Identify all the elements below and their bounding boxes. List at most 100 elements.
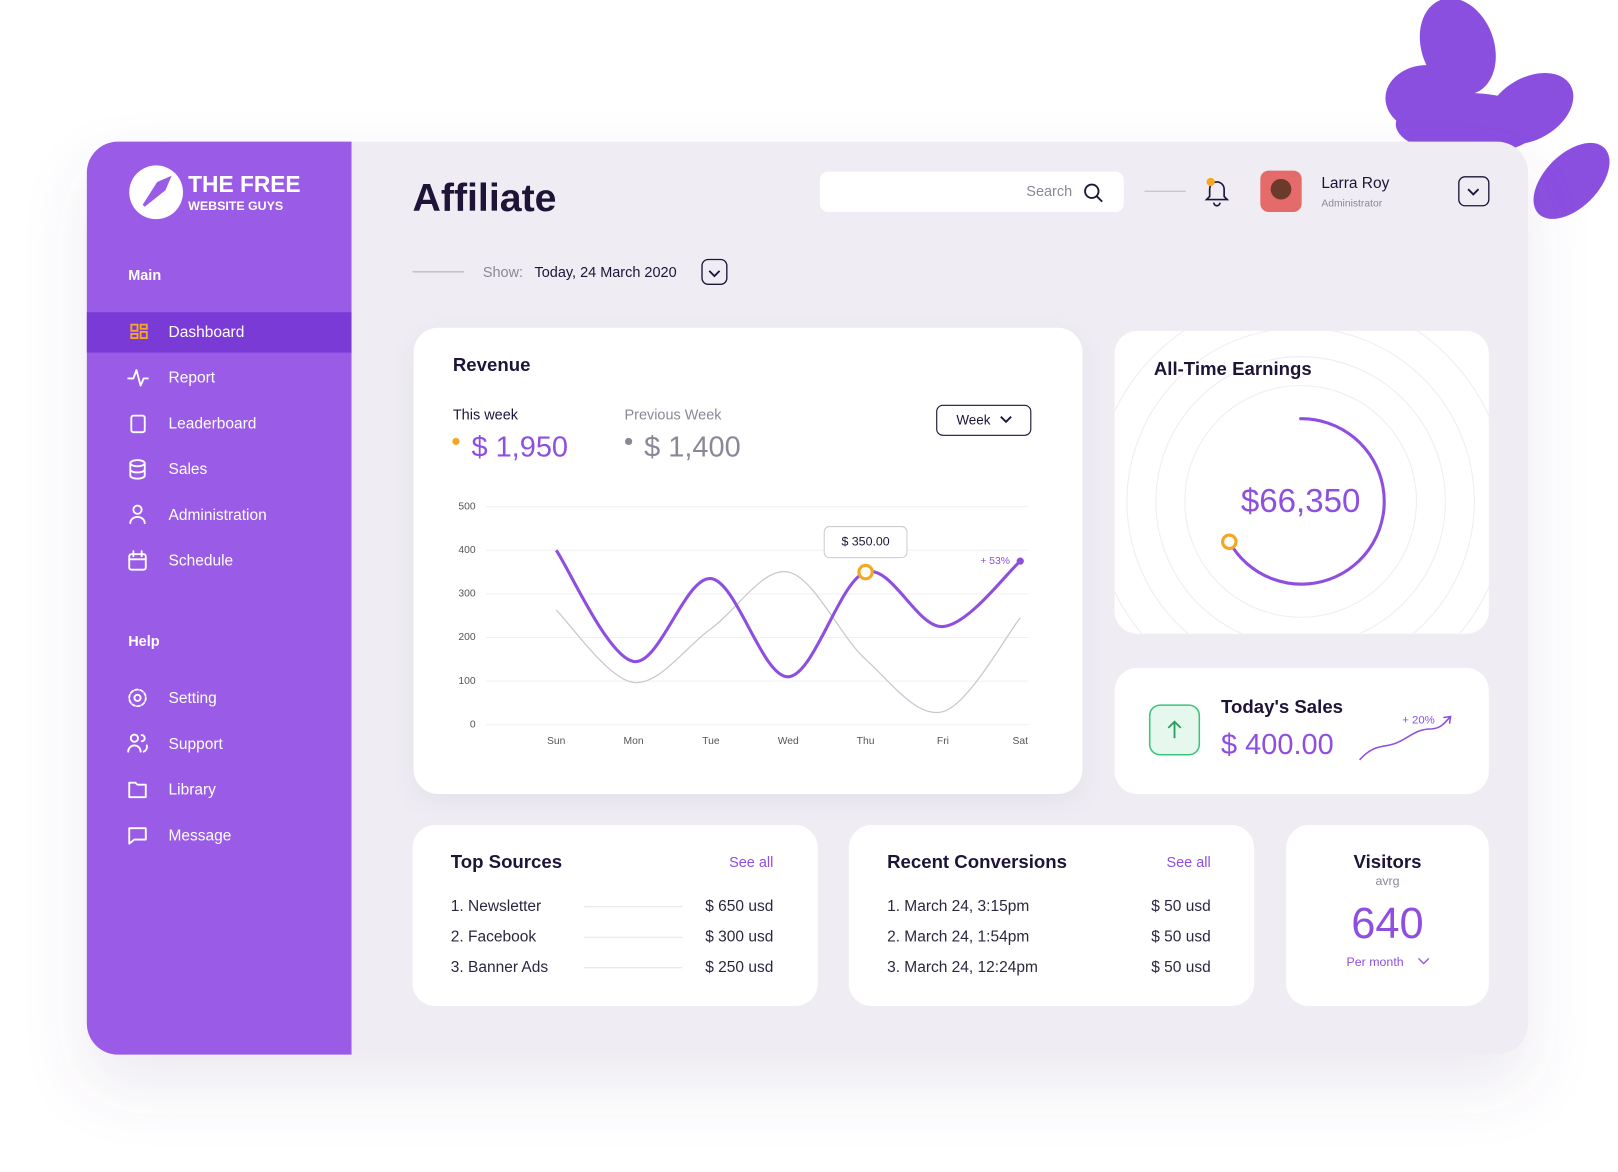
row-value: $ 50 usd: [1151, 898, 1210, 915]
progress-knob: [1221, 533, 1238, 551]
end-marker: [1016, 557, 1024, 565]
x-tick-label: Thu: [857, 736, 875, 747]
user-role: Administrator: [1321, 198, 1382, 209]
x-tick-label: Sun: [547, 736, 566, 747]
chevron: [708, 270, 721, 278]
search-icon: [1096, 195, 1103, 203]
visitors-value: 640: [1351, 900, 1423, 948]
card-title: Visitors: [1354, 851, 1422, 872]
row-label: 2. Facebook: [451, 928, 537, 945]
page-title: Affiliate: [413, 176, 557, 220]
user-name: Larra Roy: [1321, 175, 1389, 192]
row-label: 3. Banner Ads: [451, 959, 549, 976]
series-line: [555, 571, 1021, 714]
nav-heading: Help: [128, 634, 160, 650]
search-placeholder: Search: [1026, 184, 1072, 200]
period-dropdown[interactable]: [936, 404, 1032, 436]
x-tick-label: Sat: [1012, 736, 1028, 747]
legend-dot: [452, 437, 460, 446]
row-value: $ 50 usd: [1151, 959, 1210, 976]
y-tick-label: 400: [458, 545, 475, 556]
earnings-card: [1114, 330, 1489, 634]
row-value: $ 650 usd: [705, 898, 773, 915]
logo-rocket: [142, 175, 172, 207]
earnings-total: $66,350: [1241, 483, 1361, 520]
card-title: Recent Conversions: [887, 851, 1067, 872]
tooltip-label: $ 350.00: [841, 534, 889, 548]
nav-item[interactable]: Schedule: [169, 553, 234, 570]
revenue-card: [413, 327, 1083, 795]
nav-item[interactable]: Library: [169, 782, 217, 799]
see-all[interactable]: See all: [1166, 855, 1210, 871]
legend-label: Previous Week: [624, 407, 722, 423]
x-tick-label: Wed: [778, 736, 799, 747]
this-week-total: $ 1,950: [471, 431, 568, 463]
y-tick-label: 300: [458, 589, 475, 600]
nav-item[interactable]: Message: [169, 827, 232, 844]
card-title: Today's Sales: [1221, 696, 1343, 717]
row-value: $ 50 usd: [1151, 928, 1210, 945]
conversions-card: [848, 825, 1255, 1006]
user-menu[interactable]: [1458, 176, 1490, 207]
legend-dot: [624, 437, 633, 446]
row-label: 1. March 24, 3:15pm: [887, 898, 1029, 915]
y-tick-label: 0: [470, 719, 476, 730]
sources-card: [412, 825, 818, 1006]
visitors-subtitle: avrg: [1375, 874, 1399, 888]
visitors-period[interactable]: Per month: [1347, 955, 1404, 969]
avatar-face: [1270, 178, 1292, 200]
nav-item[interactable]: Dashboard: [169, 324, 245, 341]
nav-item[interactable]: Sales: [169, 461, 208, 478]
nav-item[interactable]: Leaderboard: [169, 415, 257, 432]
nav-icons: [127, 323, 149, 845]
sales-card: [1114, 667, 1489, 795]
period-value: Week: [956, 412, 990, 427]
nav-heading: Main: [128, 268, 161, 284]
point-marker: [857, 563, 874, 581]
previous-week-total: $ 1,400: [644, 431, 741, 463]
row-label: 1. Newsletter: [451, 898, 541, 915]
y-tick-label: 100: [458, 676, 475, 687]
tooltip: [823, 526, 908, 559]
y-tick-label: 200: [458, 632, 475, 643]
x-tick-label: Mon: [624, 736, 644, 747]
legend-label: This week: [453, 407, 519, 423]
brand: THE FREE: [188, 171, 300, 197]
nav-item[interactable]: Administration: [169, 507, 267, 524]
filter-label: Show:: [483, 265, 523, 281]
progress-arc: [1227, 417, 1386, 586]
sales-amount: $ 400.00: [1221, 729, 1334, 761]
see-all[interactable]: See all: [729, 855, 773, 871]
active-nav: [86, 312, 352, 353]
card-title: All-Time Earnings: [1154, 358, 1312, 379]
sales-change: + 20%: [1402, 715, 1435, 727]
x-tick-label: Fri: [937, 736, 949, 747]
row-value: $ 300 usd: [705, 928, 773, 945]
card-title: Top Sources: [451, 851, 562, 872]
annotation: + 53%: [980, 556, 1010, 567]
brand: WEBSITE GUYS: [188, 199, 283, 213]
decoration: [1385, 0, 1610, 219]
search-box[interactable]: [819, 171, 1124, 212]
filter-dropdown[interactable]: [701, 258, 728, 285]
search-icon: [1084, 183, 1100, 199]
nav-item[interactable]: Setting: [169, 690, 217, 707]
y-tick-label: 500: [458, 501, 475, 512]
nav-item[interactable]: Support: [169, 736, 224, 753]
sparkline: [1358, 715, 1452, 761]
row-label: 3. March 24, 12:24pm: [887, 959, 1038, 976]
row-value: $ 250 usd: [705, 959, 773, 976]
up-arrow: [1167, 720, 1182, 739]
notification-dot: [1206, 177, 1215, 187]
chevron: [1000, 416, 1012, 424]
nav-item[interactable]: Report: [169, 370, 216, 387]
visitors-card: [1286, 825, 1489, 1006]
chevron: [1418, 957, 1430, 965]
filter-value: Today, 24 March 2020: [535, 265, 677, 281]
series-line: [554, 549, 1022, 679]
row-label: 2. March 24, 1:54pm: [887, 928, 1029, 945]
card-title: Revenue: [453, 354, 531, 375]
chevron: [1467, 188, 1480, 196]
bell[interactable]: [1204, 181, 1230, 207]
